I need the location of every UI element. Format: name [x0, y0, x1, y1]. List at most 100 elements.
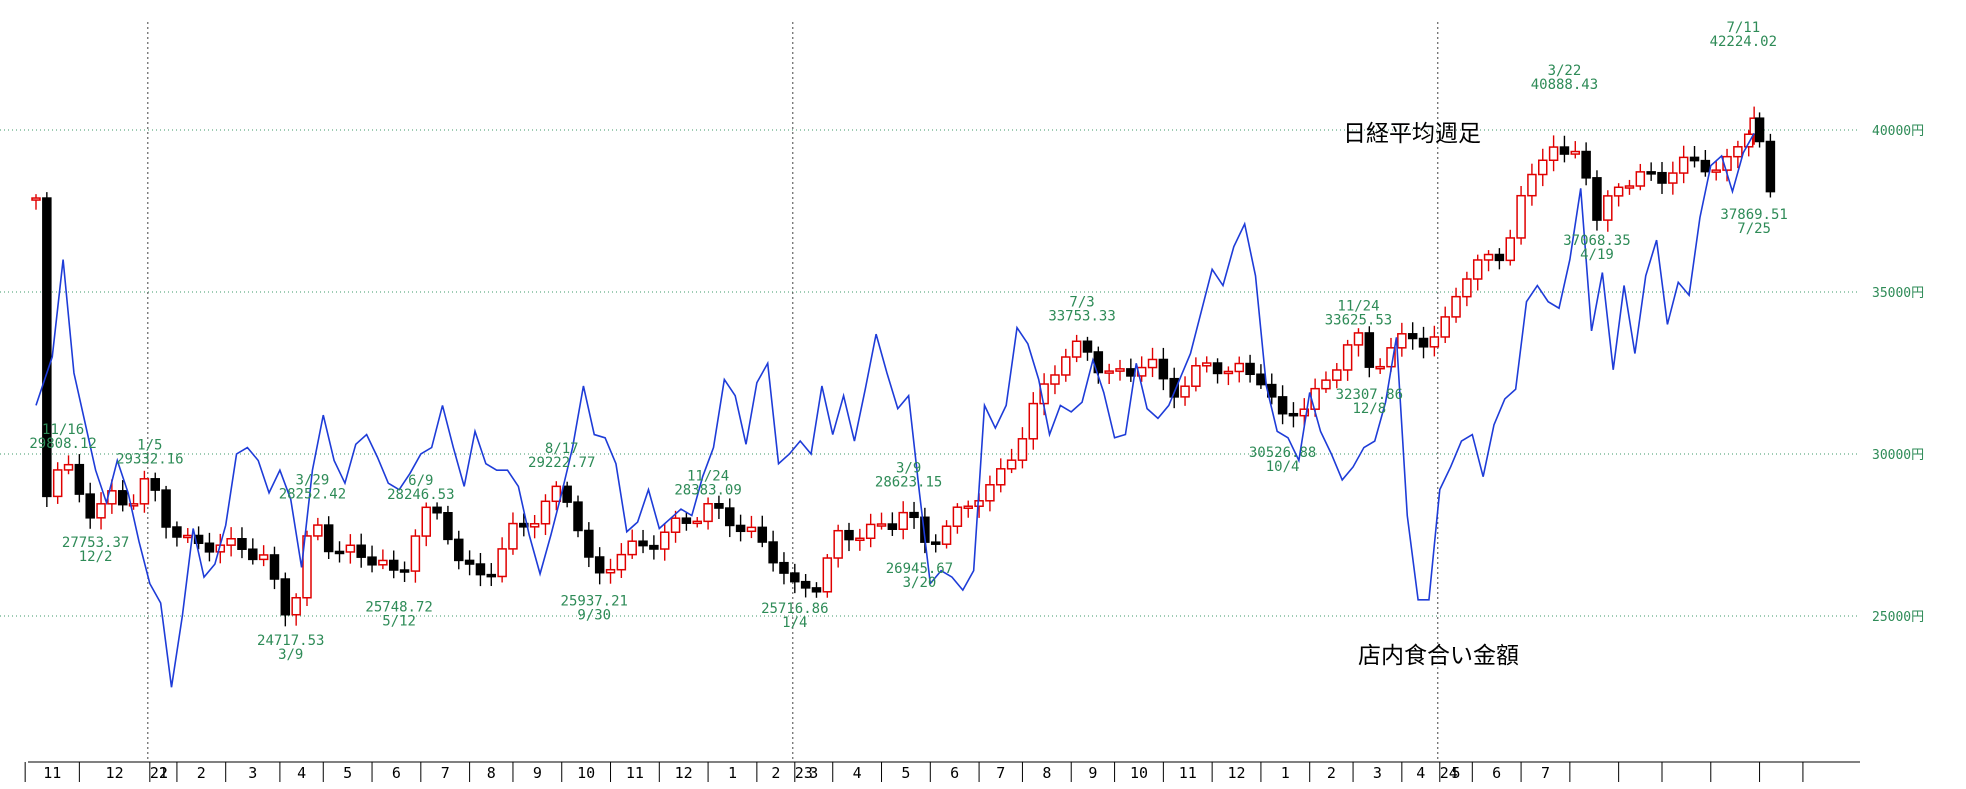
candle-down: [1646, 171, 1656, 175]
candle-down: [811, 587, 822, 593]
candle-up: [291, 597, 301, 616]
candle-up: [963, 505, 973, 509]
candle-up: [1733, 146, 1743, 158]
candle-up: [139, 478, 150, 505]
candle-up: [1429, 336, 1440, 348]
annotation-value: 40888.43: [1531, 77, 1598, 93]
dining-series-line: [35, 132, 1755, 688]
annotation-date: 9/30: [577, 608, 611, 624]
line-layer: [35, 132, 1755, 688]
annotation-value: 29332.16: [116, 452, 183, 468]
annotation-value: 37869.51: [1720, 207, 1787, 223]
candle-down: [584, 529, 594, 558]
candle-down: [193, 534, 204, 545]
annotation-value: 33753.33: [1048, 308, 1115, 324]
annotation-date: 3/9: [278, 647, 303, 663]
annotation-value: 25748.72: [365, 600, 432, 616]
candle-up: [1635, 171, 1646, 187]
candle-up: [1321, 379, 1331, 390]
candle-down: [1494, 253, 1505, 262]
candle-down: [323, 524, 334, 553]
annotation-value: 29808.12: [29, 436, 96, 452]
candle-up: [1743, 133, 1754, 148]
candle-up: [1483, 253, 1494, 261]
candle-down: [356, 544, 366, 558]
x-tick-label: 1: [159, 764, 168, 782]
candle-up: [258, 554, 269, 561]
candle-up: [1180, 385, 1190, 398]
candle-down: [909, 511, 919, 519]
year-label: 23: [795, 764, 813, 782]
candle-up: [1223, 370, 1234, 375]
annotation-value: 37068.35: [1563, 233, 1630, 249]
candle-up: [876, 523, 887, 527]
candle-up: [1375, 365, 1385, 370]
candle-up: [508, 522, 518, 550]
candle-up: [1462, 278, 1472, 298]
candle-down: [638, 540, 648, 547]
candle-down: [779, 561, 789, 574]
annotation-date: 7/25: [1737, 221, 1771, 237]
candle-down: [399, 569, 410, 573]
x-tick-label: 4: [853, 764, 862, 782]
candle-up: [529, 523, 540, 528]
x-tick-label: 8: [1042, 764, 1051, 782]
candle-up: [540, 500, 551, 525]
candle-up: [1538, 159, 1548, 176]
candle-up: [865, 523, 876, 540]
axis-layer: 11 12 1 2 3 4 5 6 7 8 9 10 11 12 1 2 3 4 5 6 7 8 9 10 11 12 1 2 3 4 5 6…: [24, 761, 1860, 782]
candle-down: [475, 563, 486, 576]
candle-down: [1277, 396, 1288, 415]
candle-down: [1256, 373, 1266, 386]
candle-down: [1581, 150, 1591, 179]
candle-down: [800, 580, 811, 589]
candle-up: [1505, 237, 1515, 262]
candle-down: [85, 493, 95, 519]
annotation-value: 27753.37: [62, 535, 129, 551]
candle-up: [1332, 369, 1342, 381]
candle-down: [649, 544, 659, 550]
annotation-date: 4/19: [1580, 247, 1614, 263]
candle-up: [1050, 374, 1060, 385]
candle-down: [887, 523, 898, 530]
x-tick-label: 12: [106, 764, 124, 782]
candle-up: [855, 537, 865, 542]
annotation-value: 28246.53: [387, 487, 454, 503]
annotation-date: 12/2: [79, 549, 113, 565]
x-tick-label: 11: [626, 764, 644, 782]
candle-up: [1440, 316, 1450, 338]
year-label: 22: [150, 764, 168, 782]
candle-down: [1126, 368, 1136, 377]
candle-down: [74, 463, 85, 495]
candle-up: [1061, 356, 1071, 376]
candle-up: [627, 540, 637, 556]
candle-down: [930, 541, 941, 545]
x-tick-label: 1: [728, 764, 737, 782]
candle-down: [248, 548, 258, 561]
candle-up: [183, 534, 193, 539]
candle-layer: [31, 106, 1776, 627]
candle-up: [1722, 155, 1732, 171]
annotation-value: 28383.09: [674, 482, 741, 498]
candle-up: [605, 568, 616, 574]
candle-up: [1711, 169, 1721, 173]
x-tick-label: 3: [809, 764, 818, 782]
x-tick-label: 3: [248, 764, 257, 782]
candle-down: [237, 538, 247, 550]
candle-up: [1668, 172, 1678, 184]
y-tick-label: 25000円: [1872, 610, 1924, 625]
candle-down: [1700, 159, 1711, 173]
annotation-date: 3/22: [1548, 63, 1582, 79]
candle-down: [757, 526, 768, 543]
x-tick-label: 2: [197, 764, 206, 782]
x-tick-label: 5: [901, 764, 910, 782]
annotation-date: 8/17: [545, 441, 579, 457]
candle-up: [1071, 340, 1082, 358]
candle-down: [269, 554, 280, 580]
candle-up: [833, 529, 843, 559]
annotation-date: 3/29: [296, 473, 330, 489]
candle-up: [1548, 146, 1559, 162]
candle-down: [1592, 177, 1602, 221]
candle-down: [1689, 156, 1700, 162]
